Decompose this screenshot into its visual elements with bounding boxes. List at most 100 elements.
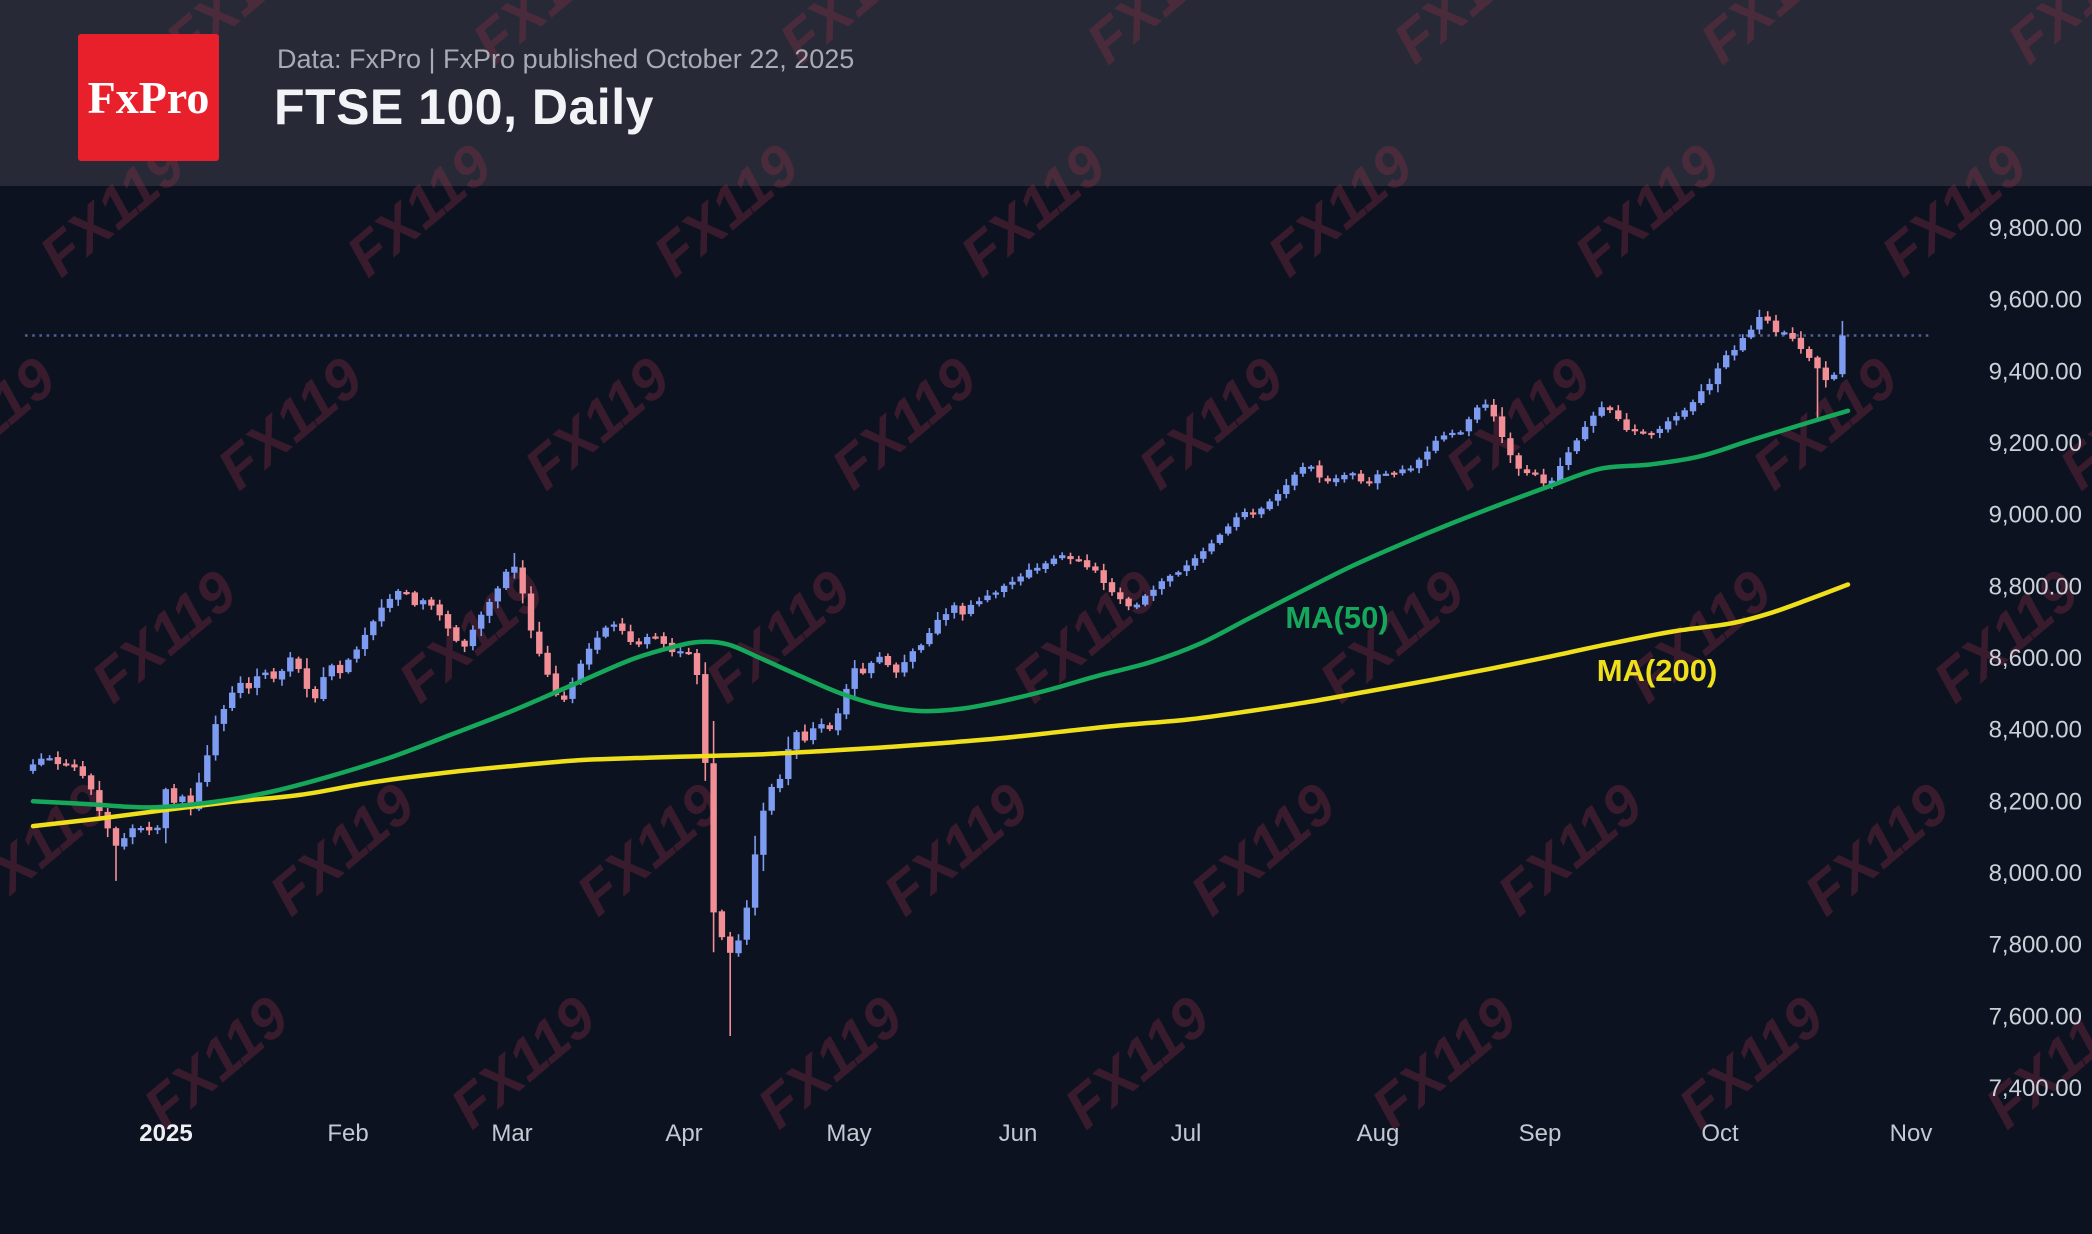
x-axis-label: Nov bbox=[1890, 1120, 1933, 1147]
candle bbox=[926, 633, 933, 645]
candle bbox=[1200, 551, 1207, 559]
y-axis-label: 9,600.00 bbox=[1989, 287, 2082, 314]
candle bbox=[536, 631, 543, 654]
candle bbox=[1308, 466, 1315, 469]
candle bbox=[942, 614, 950, 620]
candle bbox=[1764, 316, 1771, 321]
candle bbox=[826, 725, 833, 730]
candle bbox=[1540, 474, 1547, 484]
candle bbox=[486, 602, 493, 616]
candle bbox=[1723, 355, 1730, 368]
candle bbox=[685, 652, 692, 655]
candle bbox=[834, 713, 842, 731]
candle bbox=[710, 763, 717, 913]
candle bbox=[1565, 452, 1572, 465]
candle bbox=[1523, 469, 1531, 474]
candle bbox=[1166, 575, 1174, 582]
candle bbox=[1291, 474, 1298, 486]
candle bbox=[46, 758, 53, 761]
candle bbox=[810, 728, 817, 741]
candle bbox=[395, 591, 402, 600]
candle bbox=[1581, 426, 1589, 440]
candle bbox=[843, 688, 850, 715]
candle bbox=[87, 775, 95, 790]
candle bbox=[1349, 473, 1356, 476]
x-axis-label: May bbox=[826, 1120, 871, 1147]
candle bbox=[1631, 429, 1639, 432]
candle bbox=[1241, 512, 1248, 518]
candle bbox=[1731, 350, 1738, 356]
candle bbox=[635, 641, 643, 645]
candle bbox=[129, 828, 136, 838]
candle bbox=[868, 662, 875, 674]
candle bbox=[569, 682, 576, 699]
candle bbox=[320, 677, 327, 699]
x-axis-label: Apr bbox=[665, 1120, 702, 1147]
candle bbox=[1814, 357, 1821, 369]
candle bbox=[577, 663, 584, 682]
candle bbox=[1233, 517, 1240, 527]
candle bbox=[378, 607, 385, 622]
y-axis-label: 8,400.00 bbox=[1989, 717, 2082, 744]
y-axis-label: 8,800.00 bbox=[1989, 573, 2082, 600]
candle bbox=[627, 631, 634, 642]
candle bbox=[386, 598, 394, 608]
x-axis-label: Feb bbox=[327, 1120, 368, 1147]
candle bbox=[336, 664, 344, 674]
candle bbox=[594, 637, 601, 650]
ma200-label: MA(200) bbox=[1597, 653, 1718, 688]
candle bbox=[859, 668, 867, 674]
x-axis-label: Mar bbox=[491, 1120, 532, 1147]
candle bbox=[220, 709, 228, 724]
candle bbox=[1108, 582, 1116, 593]
chart-source-line: Data: FxPro | FxPro published October 22… bbox=[277, 44, 855, 74]
candle bbox=[1781, 332, 1788, 335]
candle bbox=[1548, 480, 1556, 485]
ma50-label: MA(50) bbox=[1285, 600, 1388, 635]
candle bbox=[1498, 416, 1506, 437]
candle bbox=[602, 627, 609, 637]
ma200-line bbox=[30, 582, 1851, 829]
candle bbox=[619, 623, 626, 631]
candle bbox=[585, 648, 593, 665]
candle bbox=[1648, 432, 1655, 436]
candle bbox=[1025, 569, 1033, 578]
candle bbox=[1822, 367, 1829, 381]
candle bbox=[1083, 560, 1091, 568]
y-axis-label: 9,400.00 bbox=[1989, 358, 2082, 385]
candle bbox=[901, 662, 908, 673]
candle bbox=[353, 649, 360, 659]
candle bbox=[785, 749, 792, 779]
candle bbox=[1399, 469, 1406, 474]
candle bbox=[303, 668, 311, 689]
candle bbox=[1042, 563, 1049, 569]
x-axis-label: Jul bbox=[1171, 1120, 1202, 1147]
candle bbox=[71, 764, 78, 768]
candle bbox=[1714, 368, 1722, 385]
candle bbox=[1449, 432, 1456, 436]
candle bbox=[262, 672, 269, 676]
x-axis-label: 2025 bbox=[139, 1120, 192, 1147]
candle bbox=[1000, 585, 1008, 592]
candle bbox=[146, 826, 153, 831]
candle bbox=[851, 668, 858, 689]
ma50-line bbox=[30, 408, 1851, 810]
candle bbox=[444, 614, 452, 629]
x-axis-label: Jun bbox=[999, 1120, 1038, 1147]
candle bbox=[436, 604, 443, 616]
candle bbox=[1806, 349, 1813, 358]
candle bbox=[1515, 455, 1522, 469]
candle bbox=[644, 637, 651, 645]
candle bbox=[1316, 465, 1323, 478]
candle bbox=[1050, 558, 1058, 565]
candle bbox=[494, 588, 501, 602]
candle bbox=[461, 640, 468, 647]
candle bbox=[1158, 581, 1165, 590]
candle bbox=[204, 755, 211, 782]
candle bbox=[253, 676, 261, 688]
x-axis-label: Sep bbox=[1519, 1120, 1562, 1147]
y-axis-label: 9,200.00 bbox=[1989, 430, 2082, 457]
candle bbox=[718, 911, 726, 938]
y-axis-label: 8,200.00 bbox=[1989, 788, 2082, 815]
candle bbox=[1532, 472, 1539, 475]
